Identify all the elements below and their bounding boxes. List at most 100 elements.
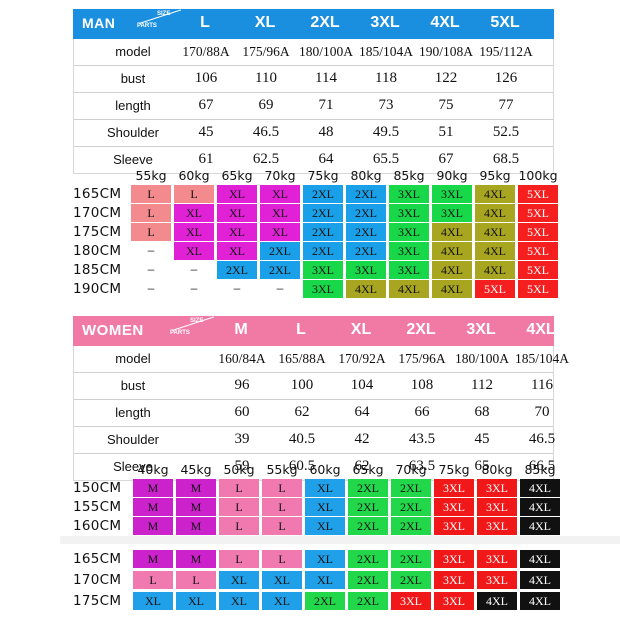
size-col-3xl: 3XL [466,321,496,338]
spec-value: 48 [318,124,334,140]
size-cell-4xl: 4XL [520,571,560,589]
size-col-2xl: 2XL [406,321,436,338]
spec-value: 190/108A [419,44,473,59]
size-cell-2xl: 2XL [260,242,300,260]
spec-value: 45 [198,124,214,140]
size-cell-3xl: 3XL [432,185,472,203]
weight-label: 80kg [350,168,382,183]
size-cell-l: L [219,498,259,516]
spec-value: 67 [438,151,454,167]
spec-value: 165/88A [278,351,326,366]
size-cell-l: L [131,185,171,203]
weight-label: 85kg [393,168,425,183]
empty-cell: – [147,281,155,295]
weight-label: 55kg [135,168,167,183]
size-cell-m: M [133,479,173,497]
size-cell-4xl: 4XL [520,498,560,516]
spec-value: 64 [354,404,370,420]
spec-value: 126 [494,70,518,86]
size-cell-xl: XL [219,592,259,610]
spec-value: 46.5 [528,431,556,447]
size-col-4xl: 4XL [430,14,460,31]
size-cell-4xl: 4XL [432,242,472,260]
spec-value: 195/112A [479,44,533,59]
spec-value: 64 [318,151,334,167]
women-table-header: WOMEN SIZE PARTS M L XL 2XL 3XL 4XL [73,316,556,346]
spec-value: 43.5 [408,431,436,447]
size-cell-2xl: 2XL [391,479,431,497]
height-label: 180CM [73,243,122,259]
spec-value: 70 [534,404,550,420]
spec-value: 116 [531,377,553,393]
size-cell-xl: XL [217,242,257,260]
size-cell-xl: XL [133,592,173,610]
size-cell-m: M [176,550,216,568]
height-label: 175CM [73,593,122,609]
size-cell-5xl: 5XL [518,204,558,222]
spec-row-model: model 170/88A 175/96A 180/100A 185/104A 190/1… [74,39,553,65]
size-cell-2xl: 2XL [346,185,386,203]
spec-value: 61 [198,151,214,167]
weight-label: 65kg [221,168,253,183]
size-cell-3xl: 3XL [477,479,517,497]
weight-label: 90kg [436,168,468,183]
spec-value: 114 [315,70,337,86]
spec-value: 65.5 [372,151,400,167]
size-cell-xl: XL [260,185,300,203]
size-cell-5xl: 5XL [518,242,558,260]
size-cell-xl: XL [305,550,345,568]
size-cell-5xl: 5XL [518,261,558,279]
size-cell-3xl: 3XL [434,498,474,516]
spec-value: 68 [474,404,490,420]
spec-value: 46.5 [252,124,280,140]
size-col-2xl: 2XL [310,14,340,31]
spec-row-label: bust [120,378,146,393]
weight-label: 65kg [352,462,384,477]
spec-row-sleeve: Sleeve 59 60.5 62 63.5 65 66.5 [74,453,555,480]
spec-row-label: Sleeve [113,152,153,167]
weight-label: 70kg [264,168,296,183]
size-cell-3xl: 3XL [389,261,429,279]
size-cell-3xl: 3XL [389,204,429,222]
parts-word: PARTS [137,23,157,29]
weight-label: 95kg [479,168,511,183]
size-parts-diagonal: SIZE PARTS [168,316,220,342]
weight-label: 75kg [307,168,339,183]
weight-label: 85kg [524,462,556,477]
size-cell-m: M [176,479,216,497]
height-label: 185CM [73,262,122,278]
size-cell-3xl: 3XL [477,517,517,535]
size-col-xl: XL [350,321,372,338]
height-label: 170CM [73,572,122,588]
spec-value: 175/96A [398,351,446,366]
size-cell-2xl: 2XL [260,261,300,279]
spec-value: 40.5 [288,431,316,447]
size-cell-4xl: 4XL [475,185,515,203]
spec-row-label: Sleeve [113,459,153,474]
spec-row-label: length [115,98,151,113]
weight-label: 70kg [395,462,427,477]
spec-value: 122 [434,70,458,86]
size-col-m: M [234,321,248,338]
spec-row-label: Shoulder [106,125,160,140]
size-cell-2xl: 2XL [348,479,388,497]
size-cell-4xl: 4XL [389,280,429,298]
size-cell-4xl: 4XL [475,204,515,222]
size-cell-m: M [133,550,173,568]
size-cell-3xl: 3XL [346,261,386,279]
size-cell-2xl: 2XL [348,517,388,535]
spec-value: 160/84A [218,351,266,366]
size-cell-xl: XL [260,223,300,241]
size-col-l: L [200,14,210,31]
spec-value: 60 [234,404,250,420]
weight-label: 55kg [266,462,298,477]
size-cell-xl: XL [260,204,300,222]
size-cell-3xl: 3XL [434,550,474,568]
size-cell-m: M [176,517,216,535]
size-cell-2xl: 2XL [348,571,388,589]
spec-value: 108 [410,377,434,393]
size-cell-l: L [262,550,302,568]
size-cell-l: L [219,479,259,497]
size-cell-4xl: 4XL [432,280,472,298]
spec-row-sleeve: Sleeve 61 62.5 64 65.5 67 68.5 [74,146,553,173]
